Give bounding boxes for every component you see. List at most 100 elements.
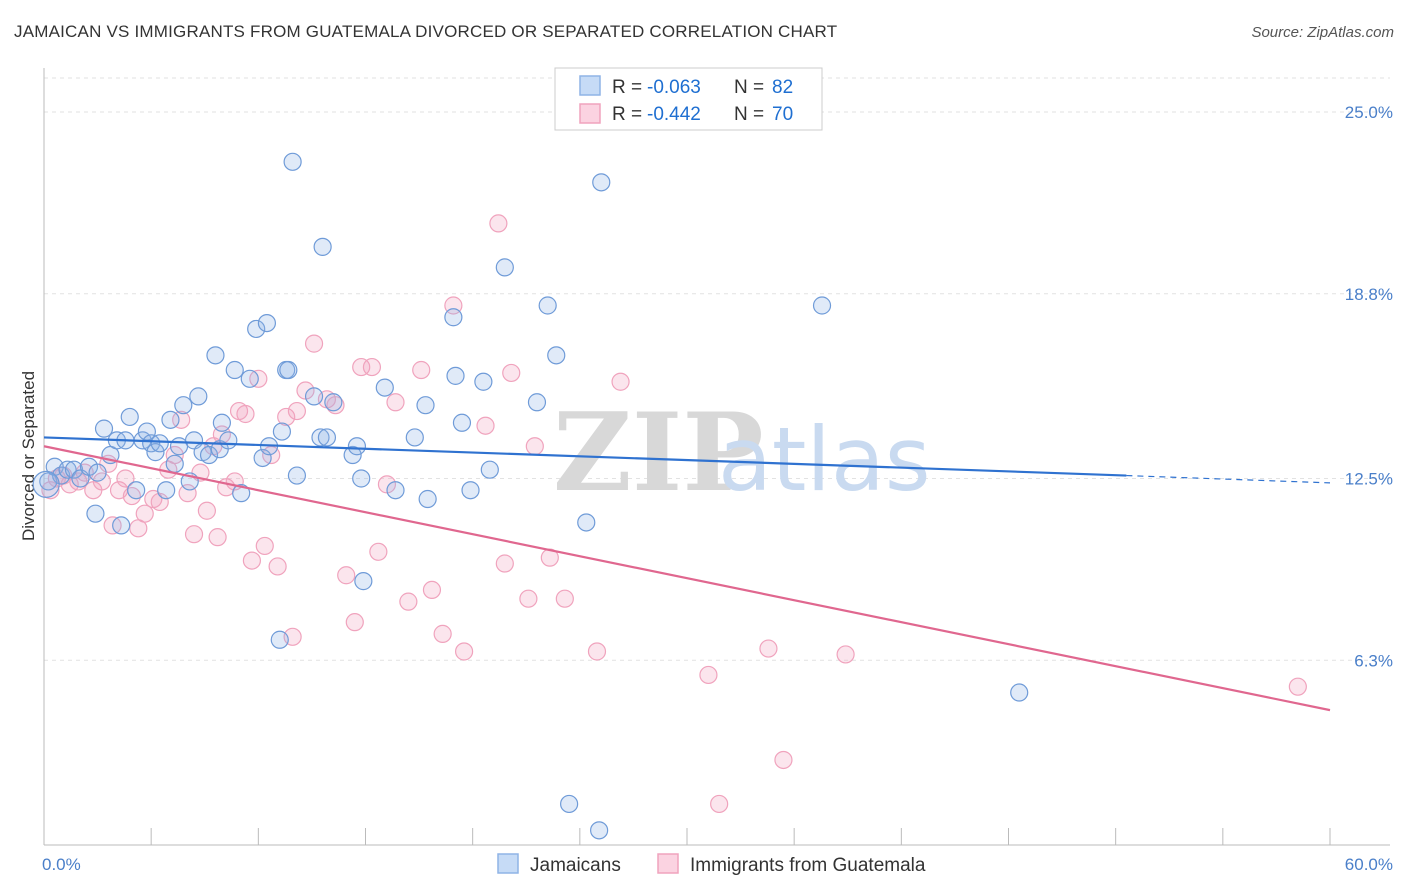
axes bbox=[43, 68, 1390, 846]
guatemala-point bbox=[255, 536, 274, 556]
jamaican-point bbox=[120, 407, 139, 427]
guatemala-point bbox=[345, 613, 364, 632]
jamaican-point bbox=[538, 296, 557, 315]
jamaican-point bbox=[352, 469, 371, 488]
guatemala-point bbox=[135, 504, 154, 523]
jamaican-point bbox=[94, 419, 114, 438]
jamaican-point bbox=[495, 258, 514, 277]
jamaican-point bbox=[347, 437, 367, 456]
chart-title: JAMAICAN VS IMMIGRANTS FROM GUATEMALA DI… bbox=[14, 22, 838, 41]
jamaican-point bbox=[590, 821, 609, 840]
jamaican-point bbox=[474, 372, 493, 391]
legend: R = -0.063 N = 82 R = -0.442 N = 70 bbox=[554, 67, 823, 131]
x-tick-label-max: 60.0% bbox=[1345, 855, 1393, 874]
y-tick-label: 6.3% bbox=[1354, 651, 1393, 670]
watermark: ZIP atlas bbox=[553, 390, 931, 516]
jamaican-point bbox=[480, 460, 499, 479]
jamaican-point bbox=[317, 428, 337, 447]
guatemala-point bbox=[412, 360, 431, 380]
guatemala-point bbox=[759, 639, 778, 658]
legend-r-label-2: R = bbox=[612, 104, 642, 125]
legend-n-value-1: 82 bbox=[772, 77, 793, 98]
jamaican-point bbox=[247, 319, 266, 339]
watermark-atlas: atlas bbox=[718, 408, 931, 511]
jamaican-point bbox=[257, 313, 277, 333]
legend-swatch-blue bbox=[579, 75, 601, 96]
guatemala-point bbox=[710, 794, 729, 814]
guatemala-point bbox=[774, 750, 793, 770]
guatemala-point bbox=[208, 528, 227, 547]
jamaican-point bbox=[157, 481, 176, 500]
grid-lines bbox=[44, 77, 1390, 661]
guatemala-point bbox=[836, 645, 855, 664]
jamaican-point bbox=[272, 422, 292, 441]
guatemala-point bbox=[277, 407, 296, 427]
jamaican-trend-line bbox=[43, 436, 1127, 477]
jamaican-point bbox=[592, 173, 611, 192]
legend-n-label-1: N = bbox=[734, 77, 764, 98]
jamaican-point bbox=[86, 504, 105, 523]
legend-n-value-2: 70 bbox=[772, 104, 793, 125]
jamaican-point bbox=[199, 445, 219, 465]
guatemala-point bbox=[386, 393, 405, 412]
jamaican-point bbox=[88, 463, 107, 482]
guatemala-point bbox=[555, 589, 574, 608]
legend-swatch-pink bbox=[579, 103, 601, 124]
legend-r-label-1: R = bbox=[612, 77, 642, 98]
jamaican-point bbox=[343, 445, 362, 465]
y-axis-title: Divorced or Separated bbox=[19, 371, 38, 541]
guatemala-point bbox=[236, 404, 255, 424]
guatemala-point bbox=[502, 363, 521, 383]
guatemala-point bbox=[519, 589, 538, 608]
guatemala-point bbox=[699, 665, 718, 685]
jamaican-point bbox=[386, 481, 405, 500]
jamaican-point bbox=[161, 410, 180, 429]
jamaican-point bbox=[444, 308, 463, 327]
bottom-legend-swatch-blue bbox=[497, 853, 519, 874]
guatemala-point bbox=[399, 592, 418, 611]
bottom-legend-label-guatemala: Immigrants from Guatemala bbox=[690, 855, 926, 876]
jamaican-point bbox=[127, 481, 146, 500]
jamaican-point bbox=[461, 481, 480, 500]
x-tick-label-min: 0.0% bbox=[42, 855, 81, 874]
jamaican-point bbox=[174, 396, 193, 415]
guatemala-point bbox=[362, 357, 382, 377]
guatemala-point bbox=[369, 542, 388, 561]
jamaican-point bbox=[150, 434, 169, 453]
bottom-legend-swatch-pink bbox=[657, 853, 679, 874]
guatemala-trend-line bbox=[43, 445, 1331, 712]
guatemala-point bbox=[476, 416, 495, 435]
x-ticks bbox=[43, 828, 1331, 845]
guatemala-point bbox=[1288, 677, 1307, 696]
guatemala-point bbox=[268, 557, 287, 576]
jamaican-point bbox=[165, 454, 184, 473]
jamaican-point bbox=[1010, 683, 1029, 702]
guatemala-point bbox=[433, 624, 452, 643]
jamaican-point bbox=[311, 428, 330, 447]
guatemala-point bbox=[337, 566, 356, 585]
guatemala-point bbox=[116, 469, 135, 488]
jamaican-point bbox=[287, 466, 307, 485]
jamaican-point bbox=[452, 413, 472, 432]
jamaican-point bbox=[577, 513, 596, 532]
y-tick-label: 25.0% bbox=[1345, 103, 1393, 122]
guatemala-point bbox=[287, 401, 307, 421]
jamaican-trend-extension bbox=[1126, 474, 1331, 484]
jamaican-point bbox=[112, 516, 131, 535]
y-tick-labels: 6.3% 12.5% 18.8% 25.0% bbox=[1345, 103, 1393, 670]
jamaican-point bbox=[189, 387, 208, 406]
jamaican-point bbox=[313, 237, 332, 256]
jamaican-point bbox=[354, 572, 373, 591]
y-tick-label: 12.5% bbox=[1345, 469, 1393, 488]
guatemala-point bbox=[587, 642, 607, 661]
guatemala-point bbox=[611, 372, 630, 391]
source-label: Source: ZipAtlas.com bbox=[1251, 24, 1394, 41]
jamaican-point bbox=[375, 378, 394, 397]
bottom-legend: Jamaicans Immigrants from Guatemala bbox=[497, 853, 926, 876]
jamaican-point bbox=[232, 484, 251, 503]
jamaican-point bbox=[527, 393, 547, 412]
watermark-zip: ZIP bbox=[553, 390, 764, 516]
guatemala-point bbox=[178, 484, 197, 503]
jamaican-point bbox=[304, 387, 324, 406]
